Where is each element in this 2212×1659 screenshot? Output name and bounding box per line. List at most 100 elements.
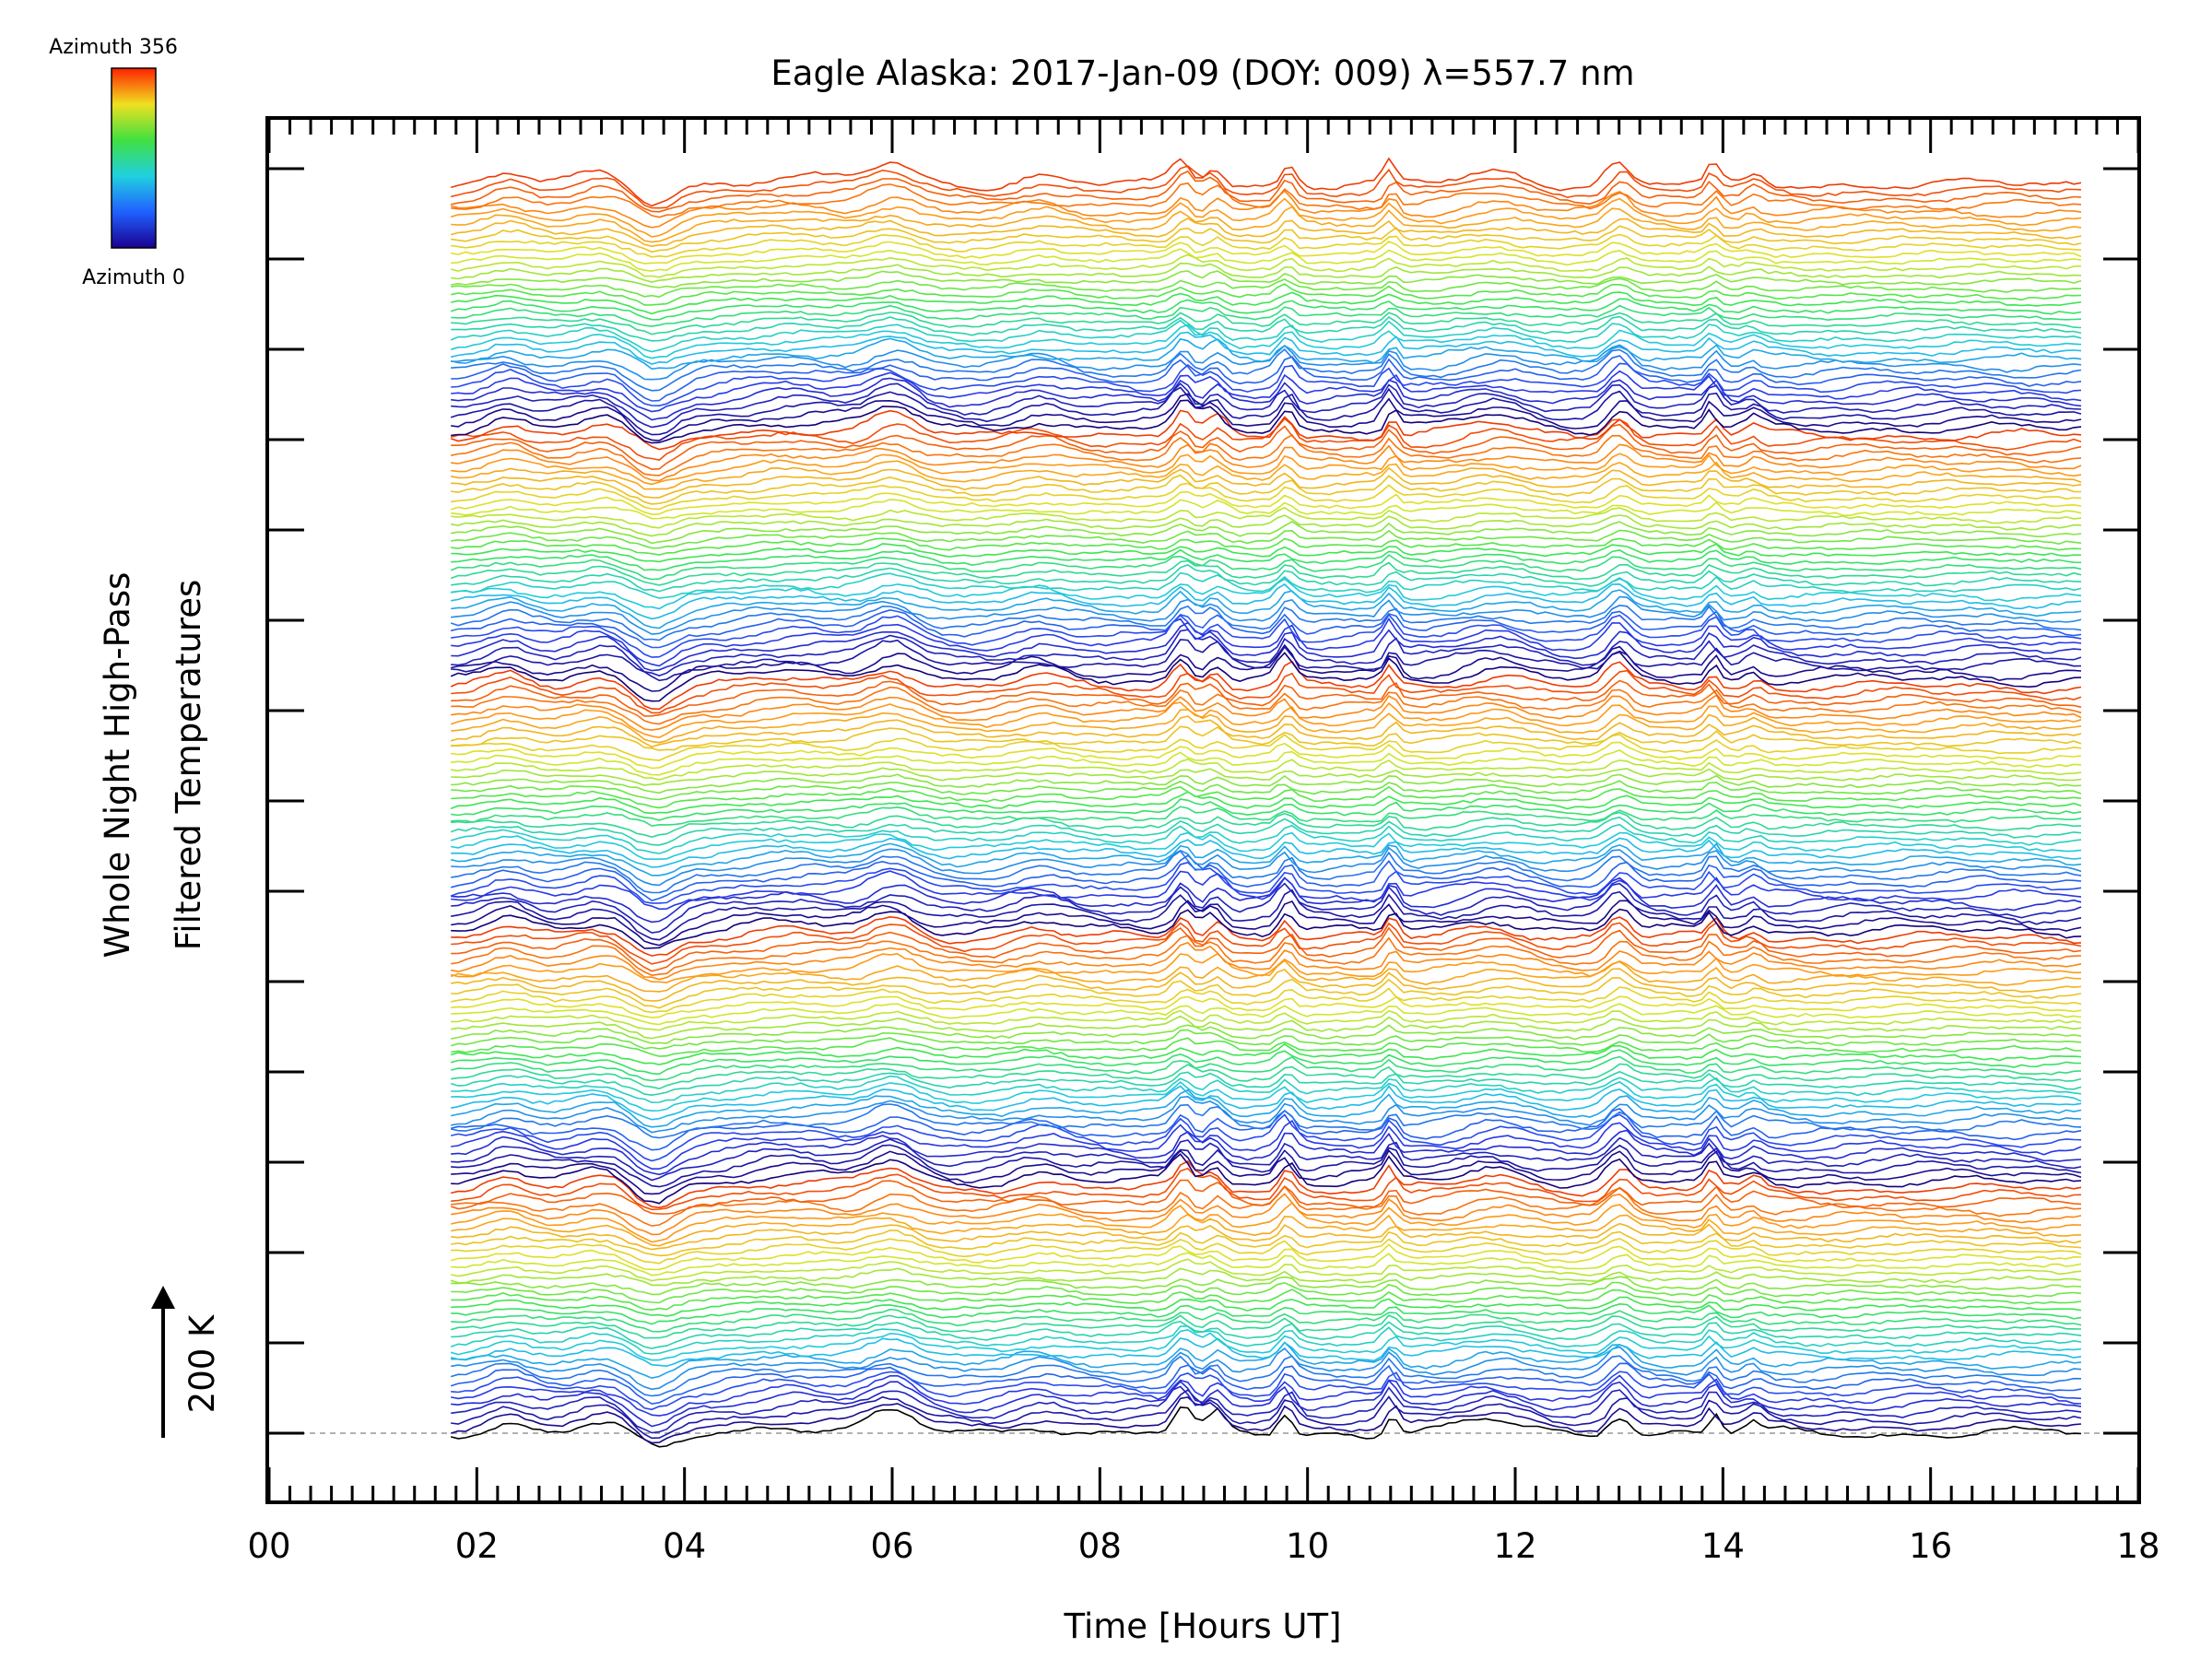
series-line — [451, 165, 2082, 209]
series-line — [451, 1230, 2082, 1257]
series-line — [451, 514, 2082, 537]
series-line — [451, 870, 2082, 911]
series-line — [451, 355, 2082, 402]
series-line — [451, 206, 2082, 243]
series-line — [451, 337, 2082, 371]
series-line — [451, 1113, 2082, 1162]
axis-ticks — [267, 120, 2140, 1500]
series-line — [450, 1396, 2082, 1444]
series-line — [451, 1371, 2082, 1411]
scale-bar: 200 K — [151, 1286, 222, 1438]
series-line — [450, 1325, 2082, 1355]
series-line — [451, 571, 2082, 599]
series-line — [451, 1379, 2082, 1428]
series-line — [451, 315, 2082, 342]
series-line — [451, 806, 2082, 828]
series-line — [451, 564, 2082, 593]
x-axis-label: Time [Hours UT] — [1063, 1606, 1341, 1646]
series-line — [451, 225, 2082, 253]
series-line — [451, 331, 2082, 365]
series-line — [450, 559, 2082, 586]
series-line — [450, 861, 2082, 904]
series-line — [450, 490, 2082, 515]
series-line — [451, 900, 2082, 947]
series-line — [451, 312, 2082, 335]
series-line — [450, 715, 2082, 748]
series-line — [451, 248, 2082, 272]
series-line — [451, 1385, 2082, 1434]
series-line — [451, 1015, 2082, 1040]
series-line — [451, 1296, 2082, 1317]
series-line — [450, 319, 2082, 353]
series-line — [451, 908, 2082, 949]
series-line — [451, 686, 2082, 725]
series-line — [451, 811, 2082, 839]
series-line — [451, 767, 2082, 786]
series-line — [451, 1055, 2082, 1082]
series-line — [451, 1024, 2082, 1044]
x-tick-label: 02 — [455, 1526, 499, 1566]
series-line — [451, 639, 2082, 682]
series-line — [451, 882, 2082, 934]
chart-title: Eagle Alaska: 2017-Jan-09 (DOY: 009) λ=5… — [771, 53, 1634, 93]
series-line — [451, 1153, 2082, 1205]
series-line — [451, 1080, 2082, 1112]
series-line — [451, 1037, 2082, 1057]
series-line — [451, 170, 2082, 213]
colorbar-gradient — [111, 67, 157, 249]
series-line — [451, 968, 2082, 1002]
series-line — [451, 443, 2082, 482]
x-tick-label: 14 — [1701, 1526, 1745, 1566]
series-line — [451, 1202, 2082, 1243]
series-line — [451, 621, 2082, 672]
series-line — [451, 482, 2082, 511]
series-line — [451, 1288, 2082, 1312]
series-line — [451, 466, 2082, 499]
series-line — [450, 1070, 2082, 1097]
series-line — [450, 554, 2082, 581]
series-line — [450, 1328, 2082, 1361]
series-line — [451, 915, 2082, 957]
series-line — [451, 1148, 2082, 1195]
series-line — [451, 1281, 2082, 1304]
series-line — [451, 941, 2082, 981]
series-line — [451, 433, 2082, 477]
x-tick-label: 08 — [1078, 1526, 1122, 1566]
series-line — [450, 959, 2082, 993]
series-line — [451, 423, 2082, 471]
series-line — [451, 1129, 2082, 1176]
series-line — [451, 1213, 2082, 1247]
series-line — [451, 1346, 2082, 1391]
series-line — [451, 577, 2082, 610]
series-line — [450, 952, 2082, 983]
x-tick-labels: 00 02 04 06 08 10 12 14 16 18 — [247, 1526, 2159, 1566]
series-group — [450, 157, 2082, 1448]
series-line — [451, 669, 2082, 714]
series-line — [450, 1362, 2082, 1406]
plot-frame — [265, 116, 2141, 1504]
series-line — [451, 582, 2082, 620]
series-line — [451, 846, 2082, 887]
series-line — [450, 1179, 2082, 1215]
series-line — [451, 773, 2082, 794]
series-line — [451, 1237, 2082, 1265]
y-axis-label-line1: Whole Night High-Pass — [98, 572, 137, 959]
series-line — [451, 277, 2082, 299]
series-line — [451, 241, 2082, 265]
series-line — [451, 1009, 2082, 1031]
series-line — [451, 1337, 2082, 1368]
series-line — [450, 409, 2082, 451]
x-tick-label: 16 — [1909, 1526, 1952, 1566]
series-line — [450, 1267, 2082, 1287]
x-tick-label: 04 — [663, 1526, 706, 1566]
series-line — [451, 842, 2082, 877]
series-line — [451, 393, 2082, 441]
series-line — [451, 798, 2082, 821]
series-line — [451, 529, 2082, 549]
series-line — [451, 1308, 2082, 1333]
series-line — [451, 262, 2082, 283]
series-line — [451, 506, 2082, 529]
series-line — [451, 347, 2082, 392]
series-line — [450, 1049, 2082, 1076]
series-line — [451, 537, 2082, 556]
